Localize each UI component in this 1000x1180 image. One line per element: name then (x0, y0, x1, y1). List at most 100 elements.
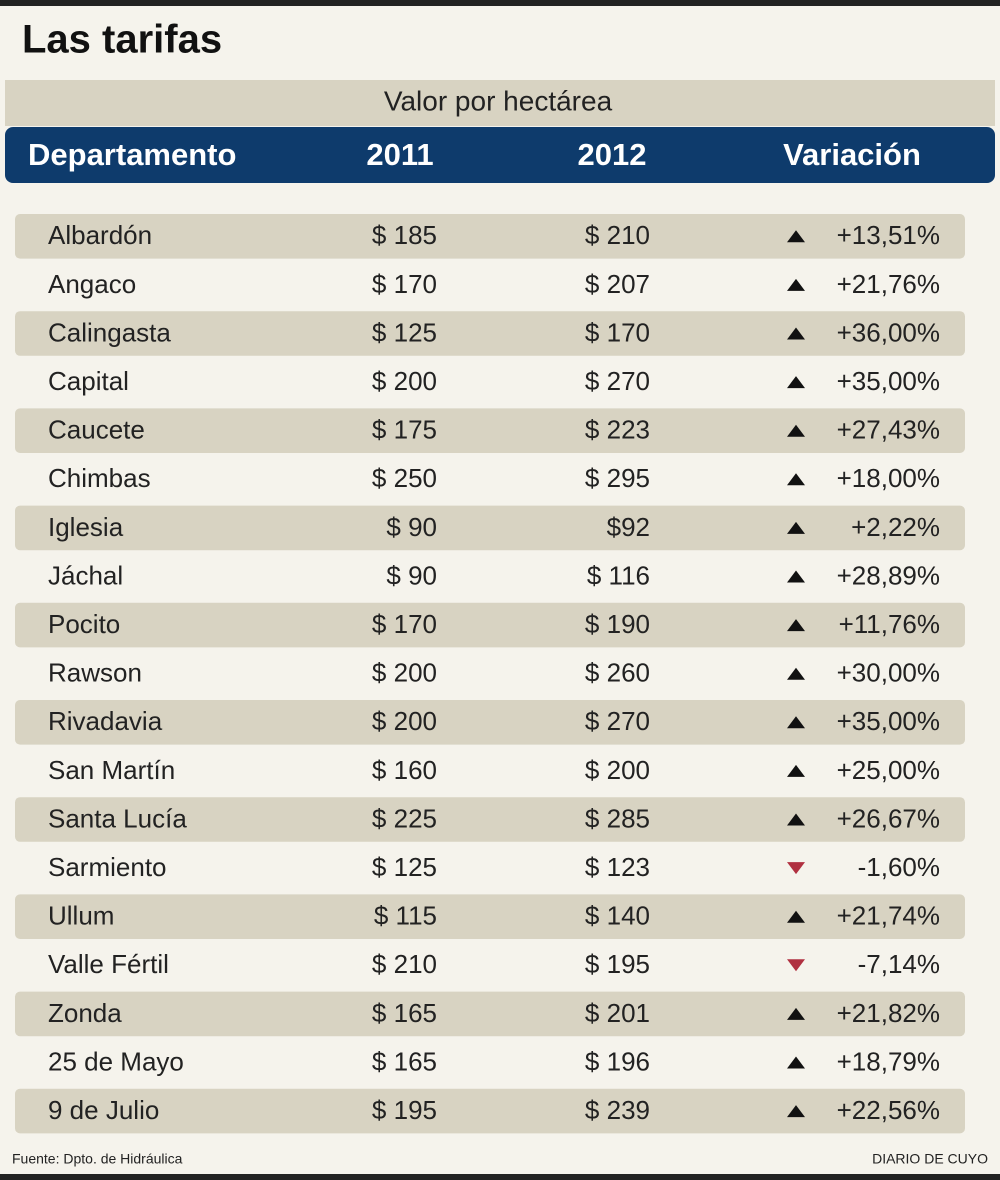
header-bar (5, 127, 995, 183)
cell: +35,00% (837, 366, 940, 396)
cell: Valle Fértil (48, 949, 169, 979)
cell: $ 200 (585, 755, 650, 785)
arrow-up (787, 1056, 805, 1069)
cell: +27,43% (837, 415, 940, 445)
cell: $ 285 (585, 803, 650, 833)
cell: +18,79% (837, 1046, 940, 1076)
cell: Calingasta (48, 317, 171, 347)
column-header: 2012 (578, 137, 647, 172)
cell: $ 90 (386, 512, 437, 542)
cell: +2,22% (851, 512, 940, 542)
row-band (15, 214, 965, 259)
cell: $ 140 (585, 901, 650, 931)
cell: Pocito (48, 609, 120, 639)
cell: $ 165 (372, 998, 437, 1028)
cell: Rawson (48, 658, 142, 688)
cell: +21,74% (837, 901, 940, 931)
cell: $92 (607, 512, 650, 542)
cell: $ 160 (372, 755, 437, 785)
cell: $ 210 (372, 949, 437, 979)
arrow-up (787, 424, 805, 437)
row-band (15, 311, 965, 356)
row-band (15, 700, 965, 745)
cell: $ 125 (372, 317, 437, 347)
arrow-up (787, 716, 805, 729)
row-band (15, 894, 965, 939)
arrow-up (787, 1007, 805, 1020)
cell: $ 116 (587, 560, 650, 590)
cell: Angaco (48, 269, 136, 299)
arrow-up (787, 764, 805, 777)
arrow-down (787, 862, 805, 875)
credit: DIARIO DE CUYO (872, 1151, 988, 1167)
cell: Iglesia (48, 512, 124, 542)
cell: Sarmiento (48, 852, 167, 882)
cell: +35,00% (837, 706, 940, 736)
cell: $ 115 (374, 901, 437, 931)
cell: Jáchal (48, 560, 123, 590)
arrow-up (787, 230, 805, 243)
cell: $ 200 (372, 706, 437, 736)
cell: +18,00% (837, 463, 940, 493)
arrow-up (787, 278, 805, 291)
top-rule (0, 0, 1000, 6)
cell: Chimbas (48, 463, 151, 493)
cell: -1,60% (858, 852, 940, 882)
cell: +21,82% (837, 998, 940, 1028)
cell: $ 125 (372, 852, 437, 882)
cell: +22,56% (837, 1095, 940, 1125)
cell: $ 207 (585, 269, 650, 299)
arrow-up (787, 473, 805, 486)
cell: +36,00% (837, 317, 940, 347)
cell: $ 210 (585, 220, 650, 250)
cell: $ 196 (585, 1046, 650, 1076)
cell: $ 270 (585, 366, 650, 396)
title: Las tarifas (22, 18, 222, 62)
subtitle-band (5, 80, 995, 126)
cell: +30,00% (837, 658, 940, 688)
arrow-up (787, 910, 805, 923)
cell: $ 295 (585, 463, 650, 493)
arrow-up (787, 667, 805, 680)
arrow-up (787, 813, 805, 826)
cell: 9 de Julio (48, 1095, 159, 1125)
cell: -7,14% (858, 949, 940, 979)
cell: $ 123 (585, 852, 650, 882)
row-band (15, 505, 965, 551)
cell: $ 250 (372, 463, 437, 493)
cell: Santa Lucía (48, 803, 187, 833)
row-band (15, 602, 965, 648)
cell: +21,76% (837, 269, 940, 299)
source: Fuente: Dpto. de Hidráulica (12, 1151, 183, 1167)
cell: $ 270 (585, 706, 650, 736)
cell: $ 195 (585, 949, 650, 979)
cell: +13,51% (837, 220, 940, 250)
cell: 25 de Mayo (48, 1046, 184, 1076)
row-band (15, 797, 965, 842)
cell: $ 260 (585, 658, 650, 688)
column-header: 2011 (366, 137, 433, 172)
cell: Caucete (48, 415, 145, 445)
cell: San Martín (48, 755, 175, 785)
row-band (15, 991, 965, 1037)
arrow-down (787, 959, 805, 972)
cell: Capital (48, 366, 129, 396)
cell: +26,67% (837, 803, 940, 833)
arrow-up (787, 1105, 805, 1118)
cell: Albardón (48, 220, 152, 250)
cell: $ 170 (585, 317, 650, 347)
cell: $ 239 (585, 1095, 650, 1125)
cell: +11,76% (839, 609, 940, 639)
column-header: Departamento (28, 137, 236, 172)
cell: $ 175 (372, 415, 437, 445)
cell: Zonda (48, 998, 122, 1028)
arrow-up (787, 570, 805, 583)
arrow-up (787, 619, 805, 632)
cell: +25,00% (837, 755, 940, 785)
cell: $ 195 (372, 1095, 437, 1125)
cell: $ 223 (585, 415, 650, 445)
cell: $ 170 (372, 609, 437, 639)
cell: +28,89% (837, 560, 940, 590)
